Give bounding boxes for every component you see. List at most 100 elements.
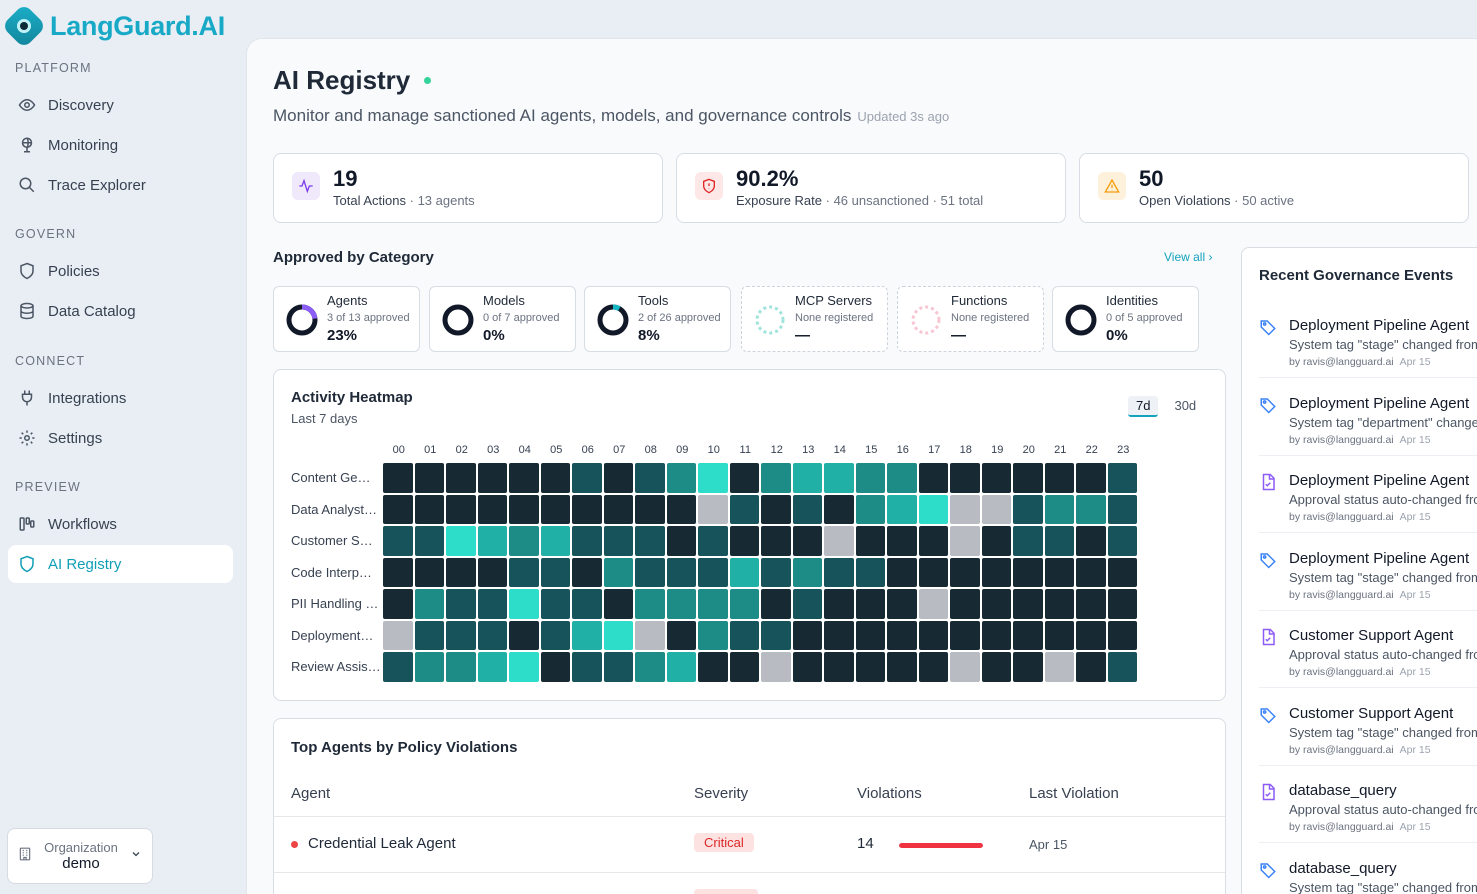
heatmap-cell[interactable]	[792, 494, 822, 524]
heatmap-cell[interactable]	[698, 494, 728, 524]
heatmap-cell[interactable]	[918, 652, 948, 682]
heatmap-cell[interactable]	[1044, 494, 1074, 524]
heatmap-cell[interactable]	[792, 557, 822, 587]
sidebar-item-monitoring[interactable]: Monitoring	[8, 126, 233, 164]
heatmap-cell[interactable]	[855, 652, 885, 682]
heatmap-cell[interactable]	[950, 494, 980, 524]
heatmap-cell[interactable]	[950, 620, 980, 650]
heatmap-cell[interactable]	[666, 494, 696, 524]
heatmap-cell[interactable]	[383, 526, 413, 556]
stat-card-exposure-rate[interactable]: 90.2% Exposure Rate · 46 unsanctioned · …	[676, 153, 1066, 223]
heatmap-cell[interactable]	[540, 620, 570, 650]
heatmap-cell[interactable]	[1107, 463, 1137, 493]
heatmap-cell[interactable]	[1044, 463, 1074, 493]
heatmap-cell[interactable]	[572, 494, 602, 524]
heatmap-cell[interactable]	[383, 557, 413, 587]
heatmap-cell[interactable]	[540, 589, 570, 619]
heatmap-cell[interactable]	[855, 494, 885, 524]
heatmap-cell[interactable]	[666, 589, 696, 619]
heatmap-cell[interactable]	[698, 526, 728, 556]
heatmap-cell[interactable]	[981, 494, 1011, 524]
heatmap-cell[interactable]	[981, 557, 1011, 587]
sidebar-item-policies[interactable]: Policies	[8, 252, 233, 290]
column-header-violations[interactable]: Violations	[857, 785, 922, 802]
sidebar-item-settings[interactable]: Settings	[8, 419, 233, 457]
heatmap-cell[interactable]	[414, 557, 444, 587]
column-header-last-violation[interactable]: Last Violation	[1029, 785, 1119, 802]
column-header-severity[interactable]: Severity	[694, 785, 749, 802]
heatmap-cell[interactable]	[950, 526, 980, 556]
heatmap-cell[interactable]	[414, 526, 444, 556]
heatmap-cell[interactable]	[761, 463, 791, 493]
heatmap-cell[interactable]	[729, 526, 759, 556]
heatmap-cell[interactable]	[761, 589, 791, 619]
heatmap-cell[interactable]	[666, 526, 696, 556]
heatmap-cell[interactable]	[1107, 526, 1137, 556]
heatmap-cell[interactable]	[950, 463, 980, 493]
heatmap-cell[interactable]	[918, 589, 948, 619]
heatmap-cell[interactable]	[729, 494, 759, 524]
category-card-mcp-servers[interactable]: MCP Servers None registered —	[741, 286, 888, 352]
heatmap-cell[interactable]	[1013, 557, 1043, 587]
heatmap-cell[interactable]	[887, 494, 917, 524]
sidebar-item-integrations[interactable]: Integrations	[8, 379, 233, 417]
heatmap-cell[interactable]	[1044, 526, 1074, 556]
organization-switcher[interactable]: Organization demo	[7, 828, 153, 884]
heatmap-cell[interactable]	[1107, 652, 1137, 682]
heatmap-cell[interactable]	[1076, 620, 1106, 650]
heatmap-cell[interactable]	[540, 494, 570, 524]
heatmap-cell[interactable]	[414, 494, 444, 524]
stat-card-open-violations[interactable]: 50 Open Violations · 50 active	[1079, 153, 1469, 223]
heatmap-cell[interactable]	[540, 463, 570, 493]
heatmap-cell[interactable]	[792, 652, 822, 682]
category-card-tools[interactable]: Tools 2 of 26 approved 8%	[584, 286, 731, 352]
table-row[interactable]	[274, 874, 1225, 894]
event-item[interactable]: Customer Support Agent Approval status a…	[1259, 610, 1477, 688]
heatmap-cell[interactable]	[855, 589, 885, 619]
heatmap-cell[interactable]	[446, 620, 476, 650]
heatmap-cell[interactable]	[855, 463, 885, 493]
heatmap-cell[interactable]	[729, 463, 759, 493]
heatmap-cell[interactable]	[540, 526, 570, 556]
heatmap-cell[interactable]	[698, 463, 728, 493]
heatmap-cell[interactable]	[792, 589, 822, 619]
heatmap-cell[interactable]	[446, 557, 476, 587]
heatmap-cell[interactable]	[666, 620, 696, 650]
heatmap-cell[interactable]	[414, 652, 444, 682]
heatmap-cell[interactable]	[1013, 526, 1043, 556]
heatmap-cell[interactable]	[729, 652, 759, 682]
column-header-agent[interactable]: Agent	[291, 785, 331, 802]
heatmap-cell[interactable]	[477, 463, 507, 493]
heatmap-cell[interactable]	[824, 589, 854, 619]
heatmap-cell[interactable]	[477, 620, 507, 650]
heatmap-cell[interactable]	[981, 620, 1011, 650]
heatmap-cell[interactable]	[446, 589, 476, 619]
heatmap-cell[interactable]	[477, 494, 507, 524]
heatmap-cell[interactable]	[383, 494, 413, 524]
heatmap-cell[interactable]	[572, 589, 602, 619]
event-item[interactable]: Deployment Pipeline Agent System tag "st…	[1259, 533, 1477, 611]
heatmap-cell[interactable]	[572, 557, 602, 587]
heatmap-cell[interactable]	[635, 652, 665, 682]
heatmap-cell[interactable]	[855, 620, 885, 650]
sidebar-item-workflows[interactable]: Workflows	[8, 505, 233, 543]
heatmap-cell[interactable]	[509, 589, 539, 619]
heatmap-cell[interactable]	[1107, 557, 1137, 587]
heatmap-cell[interactable]	[635, 557, 665, 587]
heatmap-cell[interactable]	[792, 620, 822, 650]
category-card-identities[interactable]: Identities 0 of 5 approved 0%	[1052, 286, 1199, 352]
heatmap-cell[interactable]	[761, 526, 791, 556]
category-card-models[interactable]: Models 0 of 7 approved 0%	[429, 286, 576, 352]
heatmap-cell[interactable]	[509, 494, 539, 524]
heatmap-cell[interactable]	[383, 589, 413, 619]
heatmap-cell[interactable]	[855, 557, 885, 587]
heatmap-cell[interactable]	[446, 494, 476, 524]
tab-30d[interactable]: 30d	[1174, 398, 1197, 413]
heatmap-cell[interactable]	[887, 557, 917, 587]
heatmap-cell[interactable]	[414, 463, 444, 493]
heatmap-cell[interactable]	[824, 652, 854, 682]
heatmap-cell[interactable]	[666, 652, 696, 682]
event-item[interactable]: Deployment Pipeline Agent System tag "de…	[1259, 378, 1477, 456]
heatmap-cell[interactable]	[981, 526, 1011, 556]
logo[interactable]: LangGuard.AI	[1, 3, 225, 49]
